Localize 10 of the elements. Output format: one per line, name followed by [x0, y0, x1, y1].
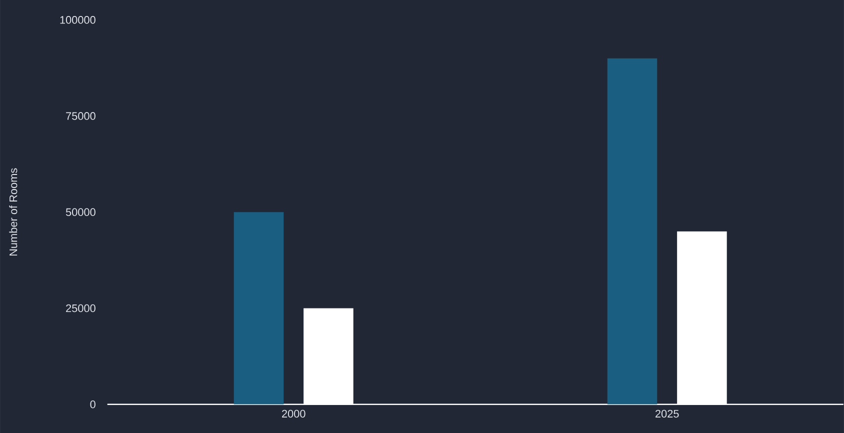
y-tick-label: 0 [90, 400, 96, 408]
bar [607, 58, 658, 404]
bar [234, 212, 284, 404]
y-tick-label: 100000 [60, 16, 96, 24]
y-tick-label: 75000 [66, 112, 96, 120]
x-tick-label: 2025 [656, 410, 679, 418]
y-axis-title: Number of Rooms [9, 168, 18, 256]
y-tick-label: 25000 [66, 304, 96, 312]
x-tick-label: 2000 [282, 410, 306, 418]
y-tick-label: 50000 [66, 208, 96, 216]
